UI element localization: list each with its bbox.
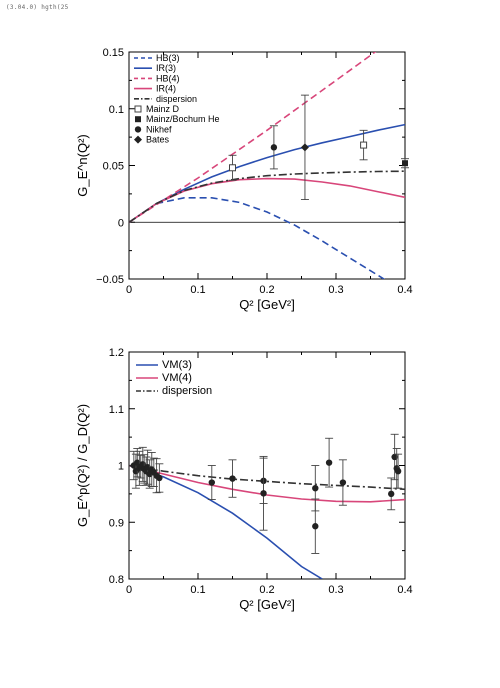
legend-label: Mainz D — [146, 104, 180, 114]
y-tick-label: 1.1 — [109, 404, 124, 416]
legend-label: VM(4) — [162, 372, 192, 384]
y-tick-label: 0.05 — [103, 161, 124, 173]
x-tick-label: 0.4 — [397, 284, 412, 296]
data-point — [325, 459, 333, 466]
legend-label: IR(4) — [156, 84, 176, 94]
legend-label: Nikhef — [146, 124, 172, 134]
x-tick-label: 0.3 — [328, 284, 343, 296]
legend-label: HB(3) — [156, 53, 180, 63]
data-point — [391, 453, 398, 461]
legend-label: Mainz/Bochum He — [146, 114, 220, 124]
data-point — [260, 490, 267, 497]
legend-label: dispersion — [162, 385, 212, 397]
data-point — [394, 467, 402, 475]
data-point — [229, 164, 236, 172]
legend-label: HB(4) — [156, 73, 180, 83]
data-point — [156, 474, 163, 482]
series-line-dispersion — [129, 170, 405, 223]
x-tick-label: 0.1 — [190, 284, 205, 296]
x-tick-label: 0.2 — [259, 284, 274, 296]
data-point — [360, 141, 368, 149]
y-tick-label: 0 — [118, 217, 124, 229]
x-axis-label: Q² [GeV²] — [239, 297, 295, 312]
y-axis-label: G_E^p(Q²) / G_D(Q²) — [75, 404, 90, 527]
y-tick-label: 0.1 — [109, 104, 124, 116]
y-tick-label: 0.8 — [109, 574, 124, 586]
series-line-hb-3- — [129, 197, 386, 279]
legend-marker — [134, 105, 142, 113]
data-point — [300, 143, 309, 152]
series-group — [129, 52, 405, 279]
y-tick-label: 0.15 — [103, 47, 124, 59]
data-point — [312, 485, 319, 492]
series-line-hb-4- — [129, 52, 377, 223]
data-point — [388, 490, 395, 498]
x-tick-label: 0.4 — [397, 584, 412, 596]
chart-2: 0 0.1 0.2 0.3 0.4 0.8 0.9 1 1.1 1.2 Q² [GeV²] G_E^p… — [75, 347, 413, 612]
y-tick-label: 1.2 — [109, 347, 124, 359]
data-point — [402, 160, 408, 167]
legend-marker — [135, 116, 141, 123]
legend-label: IR(3) — [156, 63, 176, 73]
series-line-vm-4- — [129, 464, 405, 503]
legend-marker — [134, 126, 142, 133]
legend-label: dispersion — [156, 94, 197, 104]
data-point — [312, 523, 319, 530]
series-line-dispersion — [129, 464, 405, 491]
y-tick-label: 0.9 — [109, 517, 124, 529]
x-axis-label: Q² [GeV²] — [239, 597, 295, 612]
data-point — [229, 475, 236, 482]
legend-marker — [134, 135, 142, 144]
x-tick-label: 0 — [126, 584, 132, 596]
legend-label: Bates — [146, 135, 170, 145]
data-point — [339, 479, 347, 486]
y-tick-label: −0.05 — [96, 274, 124, 286]
legend-label: VM(3) — [162, 359, 192, 371]
data-point — [270, 144, 278, 151]
page-header: (3.04.0) hgth(25 — [6, 4, 69, 11]
data-point — [208, 479, 215, 486]
y-axis-label: G_E^n(Q²) — [75, 134, 90, 196]
series-group — [129, 464, 405, 579]
x-tick-label: 0 — [126, 284, 132, 296]
series-line-vm-3- — [129, 464, 323, 579]
y-tick-label: 1 — [118, 461, 124, 473]
x-tick-label: 0.2 — [259, 584, 274, 596]
x-tick-label: 0.1 — [190, 584, 205, 596]
x-tick-label: 0.3 — [328, 584, 343, 596]
